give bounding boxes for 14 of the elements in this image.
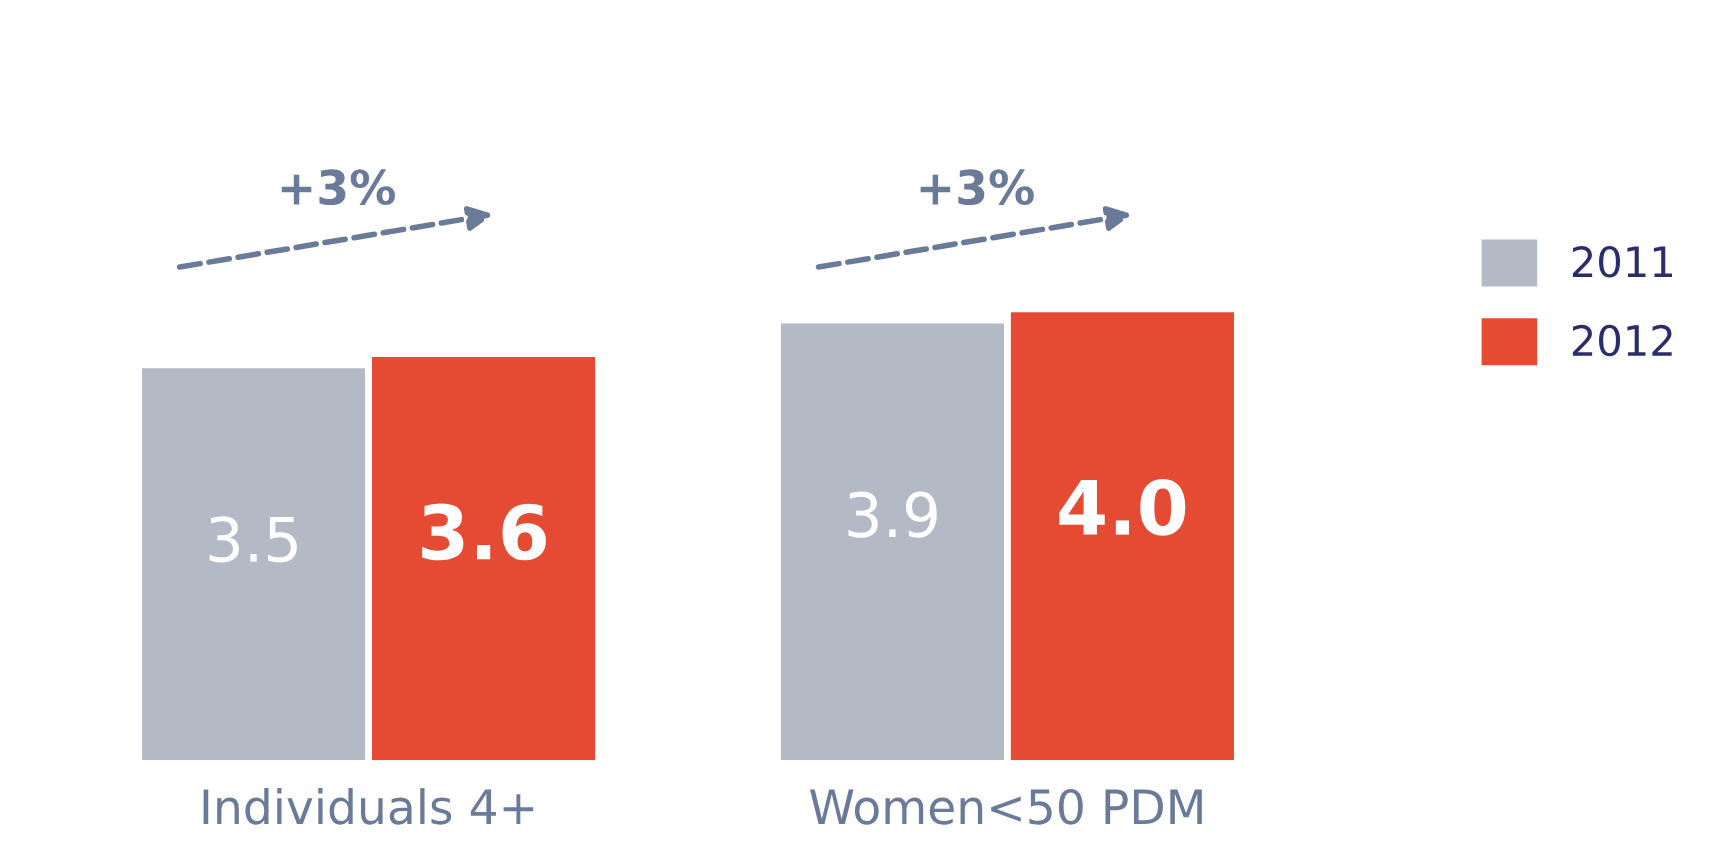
data-label: 4.0 bbox=[1059, 478, 1186, 536]
x-tick-label: Individuals 4+ bbox=[203, 788, 534, 825]
bar bbox=[372, 357, 596, 761]
legend-label: 2012 bbox=[1572, 324, 1672, 357]
data-label: 3.5 bbox=[209, 516, 297, 563]
data-label: 3.6 bbox=[422, 503, 546, 561]
text: +3% bbox=[281, 169, 395, 206]
legend-label: 2011 bbox=[1572, 246, 1672, 278]
text: +3% bbox=[920, 169, 1034, 206]
bar bbox=[780, 323, 1004, 761]
bar bbox=[1010, 312, 1234, 761]
bar bbox=[142, 368, 366, 761]
data-label: 3.9 bbox=[848, 491, 937, 538]
x-tick-label: Women<50 PDM bbox=[809, 788, 1202, 825]
